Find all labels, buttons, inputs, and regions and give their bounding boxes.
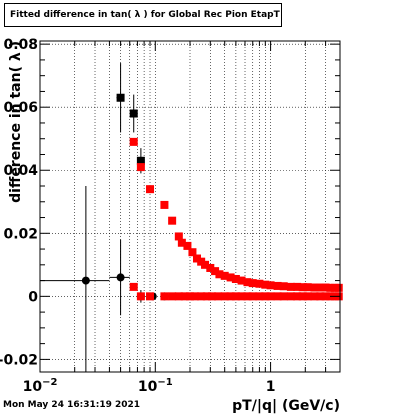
data-point-square xyxy=(129,137,138,146)
data-point-square xyxy=(136,163,145,172)
data-point-square xyxy=(298,292,307,301)
data-point-square xyxy=(231,275,240,284)
y-tick-label: -0.02 xyxy=(0,352,38,368)
data-point-square xyxy=(237,292,246,301)
data-point-square xyxy=(261,280,270,289)
y-tick-label: 0.08 xyxy=(3,37,38,53)
data-point-square xyxy=(293,282,302,291)
data-point-square xyxy=(168,216,177,225)
data-point-square xyxy=(255,279,264,288)
grid-lines xyxy=(40,41,341,372)
data-point-square xyxy=(248,292,257,301)
data-point-square xyxy=(334,283,343,292)
data-point-square xyxy=(201,260,210,269)
data-point-circle xyxy=(116,273,125,282)
data-point-square xyxy=(255,292,264,301)
data-point-square xyxy=(192,254,201,263)
data-point-square xyxy=(326,283,335,292)
x-axis-title: pT/|q| (GeV/c) xyxy=(232,398,340,414)
data-point-square xyxy=(168,292,177,301)
data-point-square xyxy=(273,281,282,290)
data-point-square xyxy=(298,283,307,292)
data-point-square xyxy=(243,278,252,287)
data-point-square xyxy=(174,232,183,241)
axis-labels: -0.02 0 0.02 0.04 0.06 0.08 10−2 10−1 1 pT/|q| (G… xyxy=(0,37,340,414)
data-point-square xyxy=(321,292,330,301)
data-point-square xyxy=(330,283,339,292)
data-point-square xyxy=(226,273,235,282)
data-point-square xyxy=(279,282,288,291)
data-point-square xyxy=(206,263,215,272)
data-point-square xyxy=(220,271,229,280)
timestamp-footer: Mon May 24 16:31:19 2021 xyxy=(3,400,141,410)
data-point-square xyxy=(146,292,155,301)
data-point-square xyxy=(293,292,302,301)
data-point-square xyxy=(180,292,189,301)
data-point-circle xyxy=(81,276,90,285)
data-point-square xyxy=(226,292,235,301)
y-axis-title: difference in tan( λ ) xyxy=(8,41,24,203)
data-point-square xyxy=(188,248,197,257)
chart-title-box: Fitted difference in tan( λ ) for Global… xyxy=(4,3,282,27)
data-point-square xyxy=(186,292,194,301)
data-point-square xyxy=(215,270,224,279)
data-point-square xyxy=(129,109,138,118)
data-point-square xyxy=(190,292,199,301)
data-point-square xyxy=(303,283,312,292)
data-point-square xyxy=(316,292,325,301)
data-point-square xyxy=(220,292,229,301)
data-point-square xyxy=(136,292,145,301)
data-point-square xyxy=(129,282,138,291)
data-point-square xyxy=(310,292,319,301)
data-point-square xyxy=(266,292,275,301)
data-point-square xyxy=(136,156,145,165)
x-tick-label: 10−2 xyxy=(23,377,58,395)
y-tick-label: 0.02 xyxy=(3,226,38,242)
data-point-square xyxy=(286,282,295,291)
data-point-square xyxy=(214,292,223,301)
y-tick-label: 0.06 xyxy=(3,100,38,116)
data-point-square xyxy=(243,292,252,301)
data-point-square xyxy=(207,292,216,301)
data-point-square xyxy=(303,292,312,301)
y-tick-label: 0.04 xyxy=(3,163,38,179)
data-point-square xyxy=(237,276,246,285)
data-point-square xyxy=(231,292,240,301)
data-point-square xyxy=(321,283,330,292)
data-point-square xyxy=(160,292,169,301)
data-point-square xyxy=(183,241,192,250)
data-point-square xyxy=(261,292,270,301)
data-point-square xyxy=(160,200,169,209)
x-tick-label: 10−1 xyxy=(138,377,173,395)
data-point-square xyxy=(116,93,125,102)
data-point-square xyxy=(310,283,319,292)
data-point-square xyxy=(146,185,155,194)
data-point-square xyxy=(316,283,325,292)
data-point-square xyxy=(202,292,211,301)
data-point-square xyxy=(174,292,183,301)
x-tick-label: 1 xyxy=(266,379,276,395)
data-point-square xyxy=(279,292,288,301)
y-tick-label: 0 xyxy=(28,289,38,305)
data-point-square xyxy=(266,281,275,290)
data-markers xyxy=(40,63,343,372)
data-point-square xyxy=(177,238,186,247)
data-point-square xyxy=(286,292,295,301)
chart-title: Fitted difference in tan( λ ) for Global… xyxy=(10,10,280,20)
axis-ticks xyxy=(39,41,341,372)
data-point-square xyxy=(211,267,220,276)
data-point-square xyxy=(248,279,257,288)
data-point-square xyxy=(197,292,206,301)
data-point-square xyxy=(273,292,282,301)
